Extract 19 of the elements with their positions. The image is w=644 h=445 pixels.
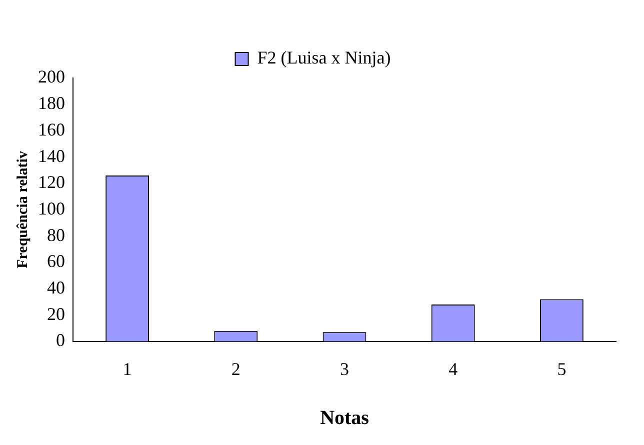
y-tick-label: 0 xyxy=(56,330,65,350)
x-tick-label: 4 xyxy=(448,358,458,379)
x-axis-title: Notas xyxy=(320,407,370,430)
x-tick-label: 1 xyxy=(122,358,132,379)
x-tick-label: 2 xyxy=(231,358,240,379)
y-tick-label: 40 xyxy=(47,277,65,298)
y-axis-title: Frequência relativ xyxy=(14,150,31,268)
y-tick-label: 160 xyxy=(38,119,65,140)
y-tick-label: 200 xyxy=(38,66,65,87)
y-tick-label: 140 xyxy=(38,146,65,166)
y-tick-label: 120 xyxy=(38,172,65,192)
y-tick-label: 180 xyxy=(38,93,65,114)
x-tick-label: 5 xyxy=(557,358,566,379)
x-tick-label: 3 xyxy=(340,358,349,379)
y-tick-label: 60 xyxy=(47,251,65,272)
y-tick-label: 20 xyxy=(47,304,65,324)
legend-label: F2 (Luisa x Ninja) xyxy=(257,48,391,68)
y-tick-label: 80 xyxy=(47,224,65,245)
y-tick-label: 100 xyxy=(38,198,65,218)
